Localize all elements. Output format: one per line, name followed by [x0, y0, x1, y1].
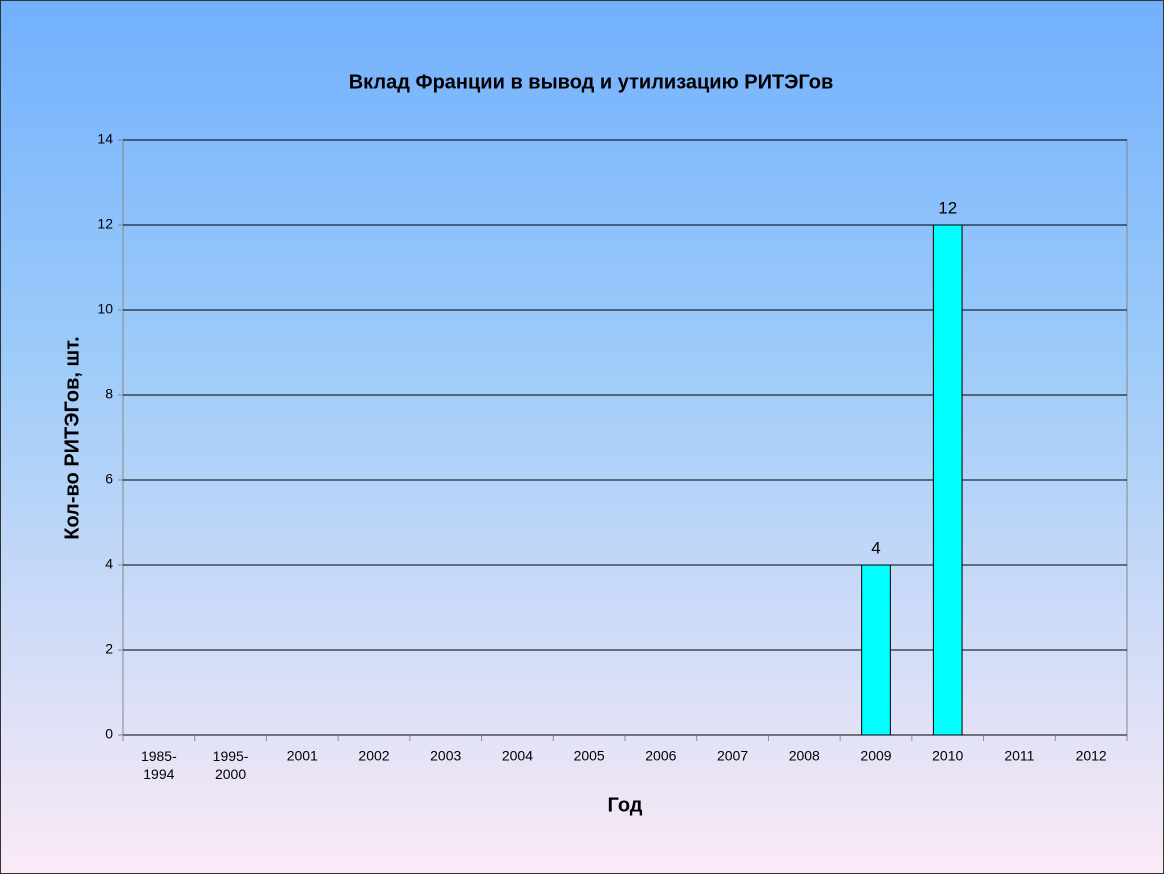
data-label: 4: [871, 538, 880, 557]
x-tick-label: 1995-2000: [213, 748, 249, 782]
x-tick-label: 2003: [430, 748, 461, 764]
x-tick-label: 2007: [717, 748, 748, 764]
x-tick-label: 2004: [502, 748, 533, 764]
x-tick-label: 2001: [287, 748, 318, 764]
bar: [932, 224, 963, 736]
x-tick-label: 2006: [645, 748, 676, 764]
x-tick-label: 2002: [358, 748, 389, 764]
y-tick-label: 2: [105, 641, 113, 657]
y-tick-label: 4: [105, 556, 113, 572]
x-tick-label: 2012: [1076, 748, 1107, 764]
x-tick-label: 2005: [574, 748, 605, 764]
y-axis-label: Кол-во РИТЭГов, шт.: [61, 336, 83, 540]
chart-title: Вклад Франции в вывод и утилизацию РИТЭГ…: [349, 71, 834, 93]
y-tick-label: 6: [105, 471, 113, 487]
bar: [861, 564, 891, 736]
y-tick-label: 0: [105, 726, 113, 742]
x-tick-label: 2009: [860, 748, 891, 764]
x-tick-label: 1985-1994: [141, 748, 177, 782]
y-tick-label: 8: [105, 386, 113, 402]
x-tick-label: 2010: [932, 748, 963, 764]
y-tick-label: 12: [97, 216, 113, 232]
x-axis-label: Год: [608, 794, 643, 816]
x-tick-label: 2011: [1004, 748, 1034, 764]
y-tick-label: 14: [97, 131, 113, 147]
data-label: 12: [938, 198, 957, 217]
x-tick-label: 2008: [789, 748, 820, 764]
y-tick-label: 10: [97, 301, 113, 317]
